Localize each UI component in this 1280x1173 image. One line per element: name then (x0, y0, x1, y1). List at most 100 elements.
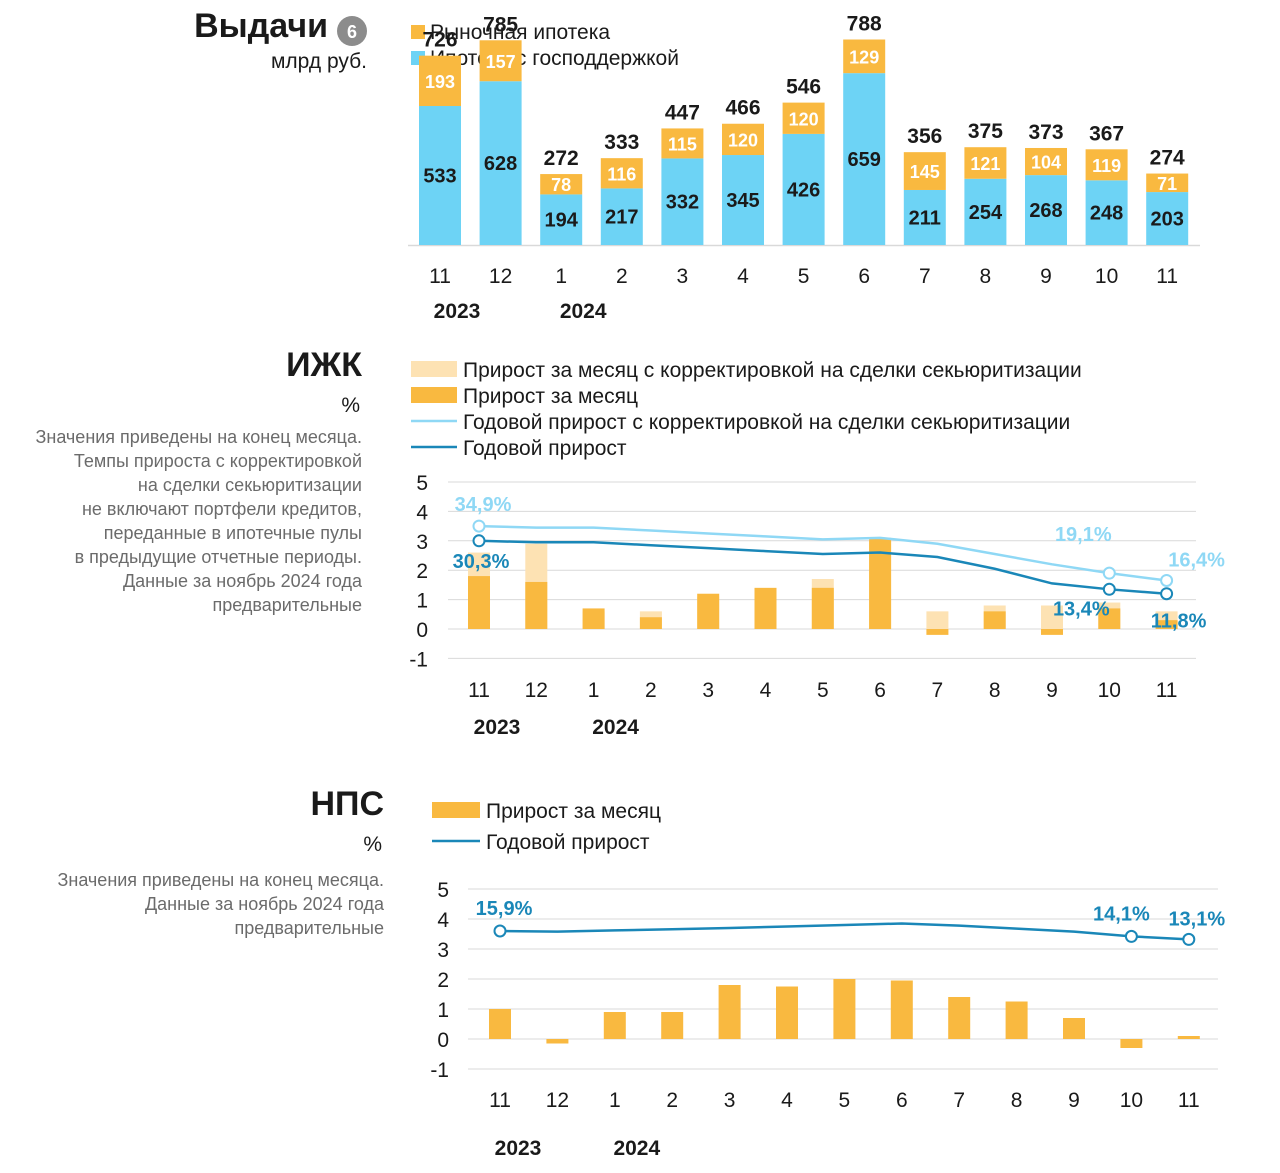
legend-label: Годовой прирост с корректировкой на сдел… (463, 411, 1070, 434)
y-tick-label: -1 (409, 648, 428, 671)
x-tick-label: 4 (781, 1089, 793, 1112)
data-label-total: 726 (422, 29, 457, 52)
year-label: 2023 (434, 300, 481, 323)
x-tick-label: 1 (555, 265, 567, 288)
bar-market (479, 40, 522, 82)
data-label-total: 356 (907, 125, 942, 148)
line-marker (1160, 587, 1174, 601)
x-tick-label: 7 (919, 265, 931, 288)
x-tick-label: 11 (1156, 679, 1178, 702)
data-label-total: 788 (847, 12, 882, 35)
footnote-badge-label: 6 (347, 22, 357, 42)
bar-monthly (1098, 608, 1121, 629)
x-tick-label: 2 (616, 265, 628, 288)
x-tick-label: 9 (1046, 679, 1058, 702)
x-tick-label: 1 (609, 1089, 621, 1112)
chart-title: ИЖК (286, 346, 362, 384)
annotation-label: 11,8% (1151, 611, 1207, 633)
chart-subtitle: млрд руб. (271, 50, 367, 73)
bar-monthly (754, 587, 777, 629)
x-tick-label: 3 (724, 1089, 736, 1112)
line-marker (472, 534, 486, 548)
data-label-gov: 203 (1151, 209, 1184, 231)
legend-label: Годовой прирост (463, 437, 627, 460)
bar-gov (782, 133, 825, 245)
bar-market (903, 152, 946, 190)
data-label-total: 333 (604, 131, 639, 154)
bar-monthly (1155, 620, 1178, 629)
legend-swatch (411, 387, 457, 403)
chart-note-line: предварительные (212, 595, 362, 615)
x-tick-label: 11 (1156, 265, 1178, 288)
bar-gov (903, 189, 946, 245)
annotation-label: 16,4% (1168, 549, 1225, 571)
data-label-market: 145 (910, 162, 940, 182)
y-tick-label: 1 (437, 999, 449, 1022)
x-tick-label: 10 (1120, 1089, 1143, 1112)
year-label: 2024 (560, 300, 607, 323)
data-label-market: 119 (1092, 156, 1121, 176)
bar-gov (722, 155, 764, 245)
y-tick-label: 5 (416, 472, 428, 495)
legend-label: Прирост за месяц (463, 385, 638, 408)
chart-note-line: Темпы прироста с корректировкой (74, 451, 362, 471)
bar-monthly (869, 537, 892, 629)
bar-monthly (582, 608, 605, 629)
y-tick-label: 4 (416, 501, 428, 524)
legend-label: Годовой прирост (486, 831, 650, 854)
bar-monthly (639, 617, 662, 629)
bar-market (419, 55, 461, 106)
y-tick-label: 1 (416, 590, 428, 613)
annotation-label: 15,9% (476, 898, 533, 920)
chart-note-line: переданные в ипотечные пулы (104, 523, 362, 543)
line-annual (478, 539, 1167, 595)
data-label-market: 116 (607, 164, 636, 184)
year-label: 2023 (474, 716, 521, 739)
bar-market (661, 128, 704, 159)
legend-swatch (411, 25, 425, 39)
x-tick-label: 4 (737, 265, 749, 288)
bar-monthly (525, 581, 548, 629)
line-marker (1102, 582, 1116, 596)
x-tick-label: 5 (817, 679, 829, 702)
x-tick-label: 6 (858, 265, 870, 288)
x-tick-label: 5 (798, 265, 810, 288)
bar-gov (1025, 175, 1067, 245)
data-label-gov: 533 (423, 166, 456, 188)
annotation-label: 30,3% (453, 551, 510, 573)
x-tick-label: 11 (468, 679, 490, 702)
chart-note-line: на сделки секьюритизации (138, 475, 362, 495)
data-label-total: 272 (544, 147, 579, 170)
data-label-market: 129 (849, 47, 879, 67)
x-tick-label: 9 (1040, 265, 1052, 288)
x-tick-label: 6 (896, 1089, 908, 1112)
data-label-gov: 426 (787, 179, 820, 201)
bar-monthly-adjusted (1041, 605, 1063, 629)
bar-monthly (603, 1012, 626, 1039)
bar-monthly (1063, 1018, 1085, 1039)
chart-note-line: Данные за ноябрь 2024 года (145, 894, 385, 914)
line-annual (499, 922, 1189, 941)
footnote-badge (337, 16, 367, 46)
year-label: 2023 (495, 1137, 542, 1160)
x-tick-label: 12 (546, 1089, 569, 1112)
annotation-label: 13,1% (1168, 908, 1225, 930)
bar-market (600, 158, 643, 189)
data-label-market: 120 (789, 109, 819, 129)
bar-monthly (697, 593, 720, 629)
legend-label: Прирост за месяц с корректировкой на сде… (463, 359, 1082, 382)
data-label-total: 546 (786, 76, 821, 99)
bar-monthly (718, 985, 741, 1039)
chart-title: Выдачи (194, 7, 328, 45)
nps-chart: НПС% Значения приведены на конец месяца. Д… (58, 785, 1226, 1160)
bar-monthly (833, 979, 856, 1039)
legend-swatch (411, 361, 457, 377)
data-label-gov: 194 (545, 210, 579, 232)
data-label-market: 120 (728, 130, 758, 150)
bar-market (1146, 173, 1189, 193)
line-marker (1182, 932, 1196, 946)
x-tick-label: 4 (760, 679, 772, 702)
bar-market (1025, 147, 1067, 176)
year-label: 2024 (592, 716, 639, 739)
